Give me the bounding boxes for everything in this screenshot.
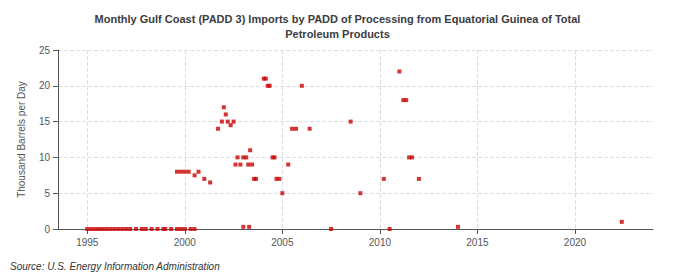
- svg-text:2005: 2005: [271, 237, 294, 248]
- svg-text:2000: 2000: [174, 237, 197, 248]
- svg-text:25: 25: [39, 45, 51, 56]
- svg-text:20: 20: [39, 80, 51, 91]
- svg-text:2010: 2010: [369, 237, 392, 248]
- svg-text:Thousand Barrels per Day: Thousand Barrels per Day: [16, 81, 27, 198]
- svg-text:1995: 1995: [76, 237, 99, 248]
- svg-text:2020: 2020: [564, 237, 587, 248]
- svg-text:Source: U.S. Energy Informatio: Source: U.S. Energy Information Administ…: [10, 261, 220, 272]
- svg-text:10: 10: [39, 152, 51, 163]
- svg-text:0: 0: [44, 224, 50, 235]
- svg-text:Petroleum Products: Petroleum Products: [285, 28, 390, 40]
- svg-text:Monthly Gulf Coast (PADD 3) Im: Monthly Gulf Coast (PADD 3) Imports by P…: [95, 13, 581, 25]
- svg-text:15: 15: [39, 116, 51, 127]
- svg-text:5: 5: [44, 188, 50, 199]
- svg-text:2015: 2015: [466, 237, 489, 248]
